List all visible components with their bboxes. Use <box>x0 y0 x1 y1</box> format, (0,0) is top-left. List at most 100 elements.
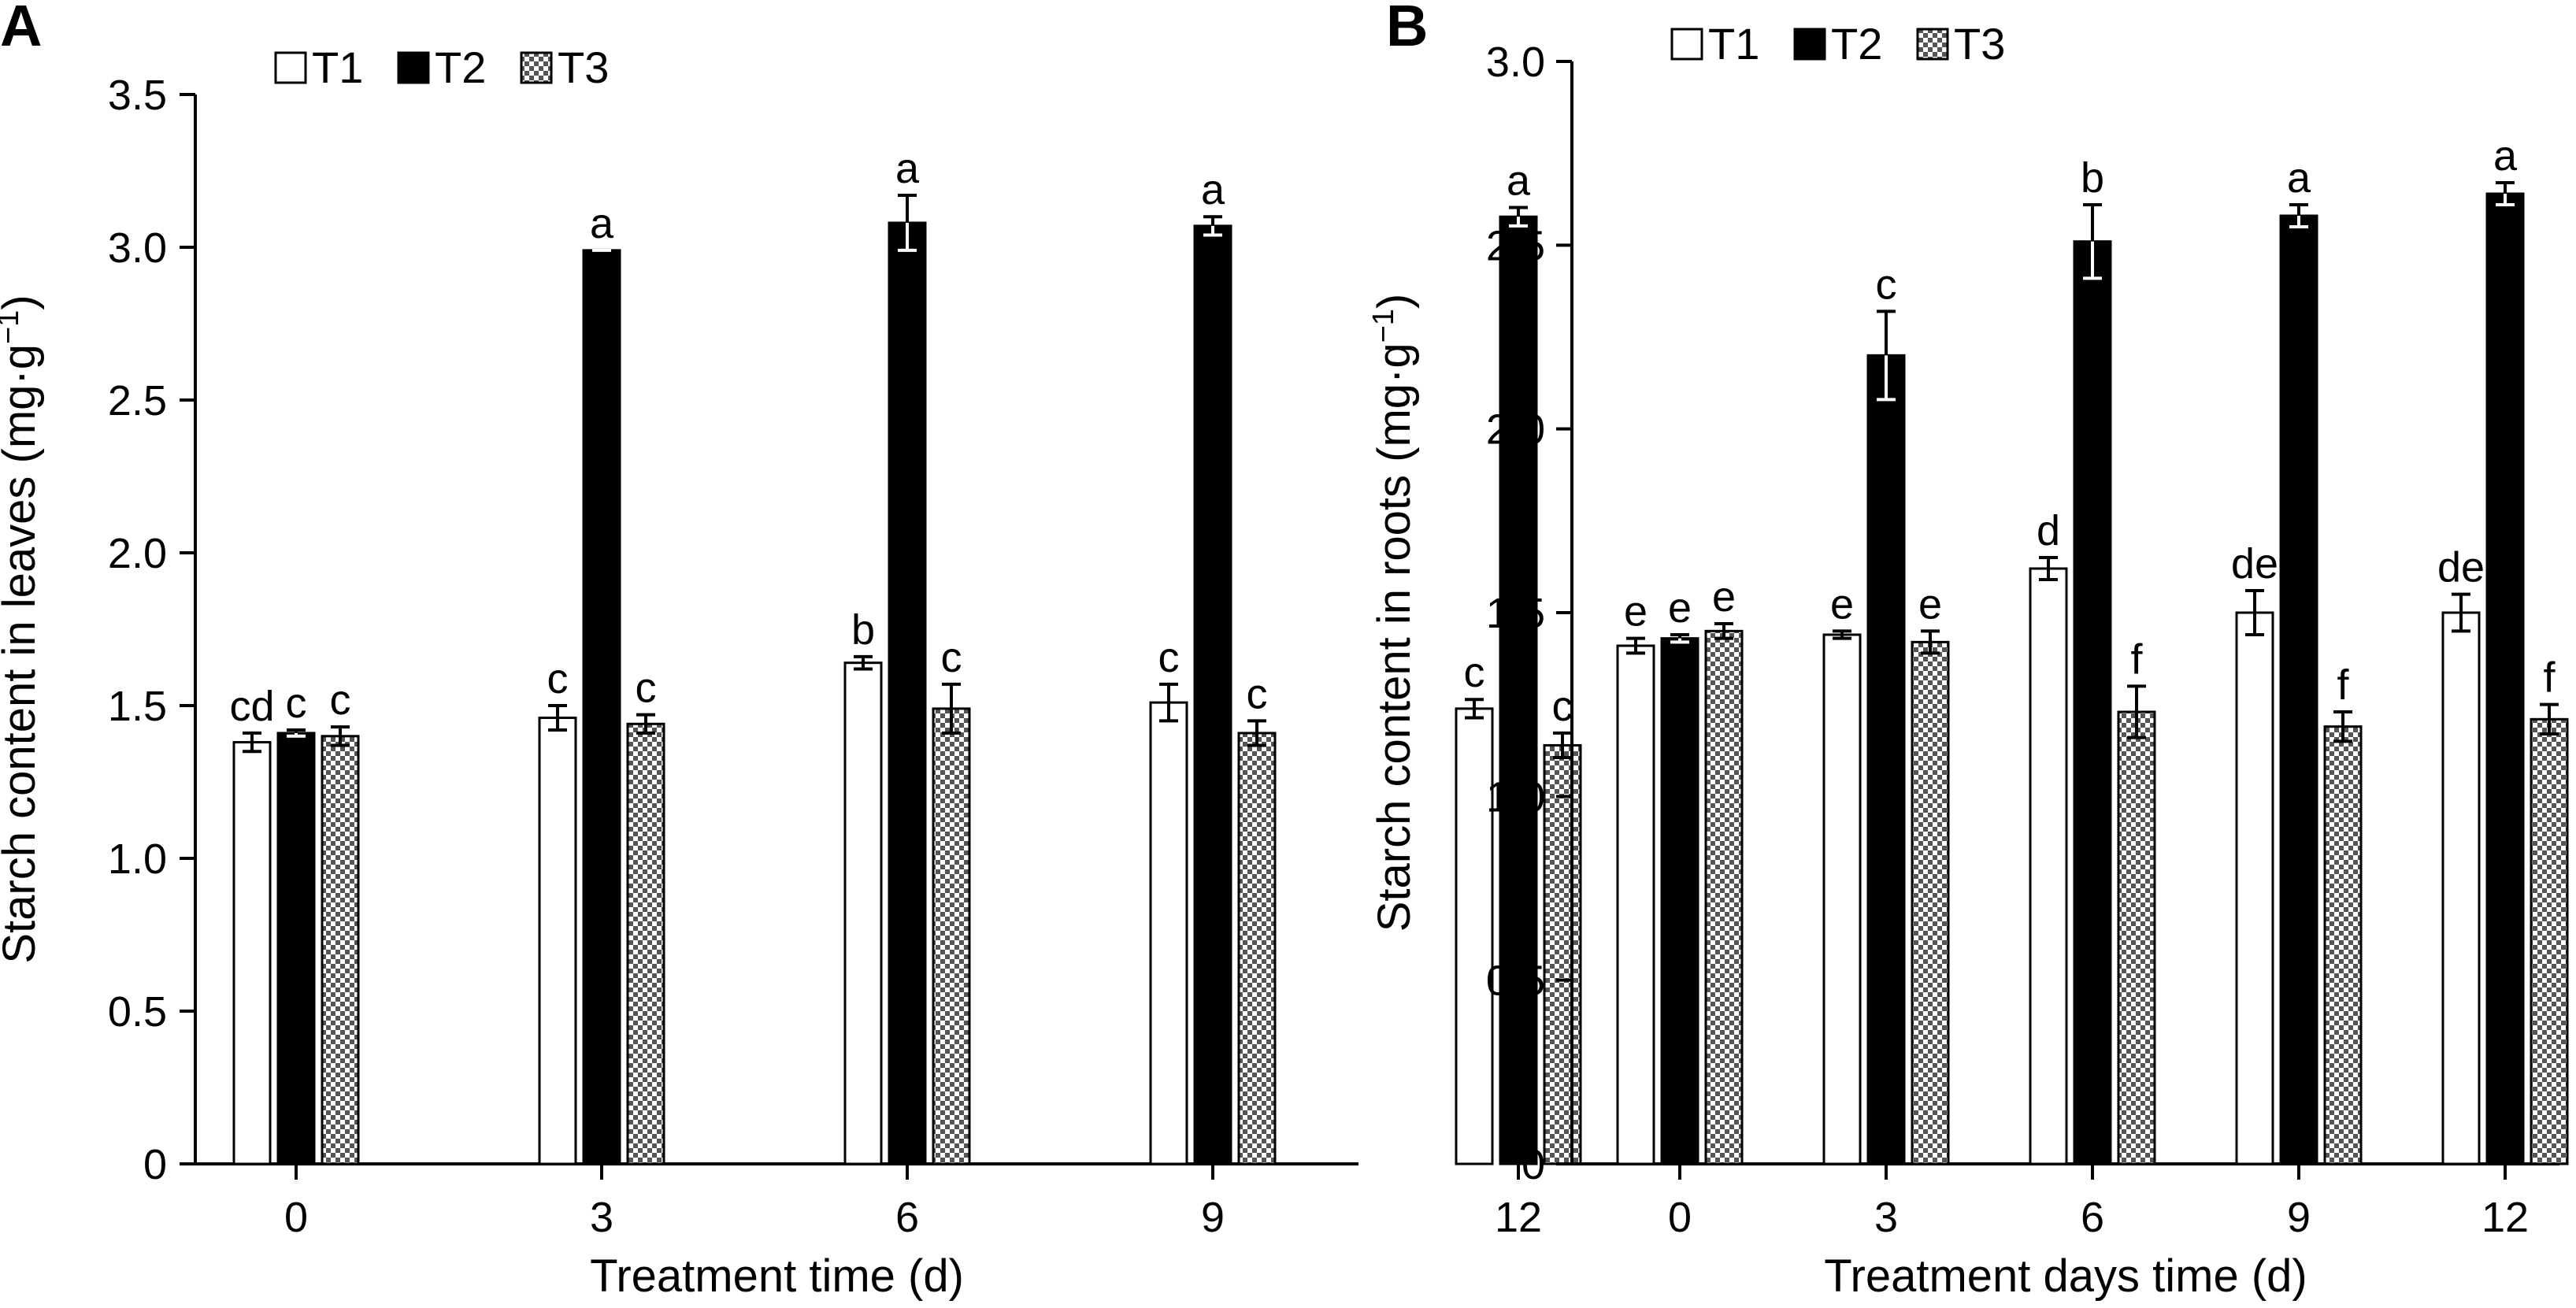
significance-label: e <box>1712 573 1736 621</box>
y-axis-title: Starch content in roots (mg·g−1) <box>1367 294 1420 932</box>
significance-label: c <box>636 665 657 712</box>
legend-swatch-t1 <box>274 51 307 84</box>
legend-label-t3: T3 <box>558 43 609 92</box>
legend-label-t1: T1 <box>312 43 363 92</box>
significance-label: de <box>2231 540 2278 587</box>
x-tick-label: 9 <box>2287 1194 2311 1241</box>
significance-label: c <box>1464 649 1485 696</box>
bar-t1 <box>1616 644 1655 1165</box>
y-axis-title-superscript: −1 <box>0 310 25 344</box>
y-axis-title-close: ) <box>1369 294 1420 309</box>
significance-label: d <box>2037 507 2060 554</box>
significance-label: a <box>2493 132 2518 180</box>
legend-swatch-t2 <box>1793 28 1826 61</box>
bar-t2 <box>2485 192 2525 1165</box>
significance-label: a <box>1507 157 1531 205</box>
bar-t1 <box>232 741 272 1165</box>
x-axis-title: Treatment time (d) <box>590 1251 964 1302</box>
x-tick-label: 6 <box>895 1194 919 1241</box>
significance-label: a <box>590 200 614 247</box>
x-tick-label: 0 <box>1668 1194 1692 1241</box>
y-axis-title-close: ) <box>0 295 45 309</box>
bar-t2 <box>1193 224 1232 1165</box>
bar-t2 <box>1499 215 1538 1165</box>
bar-t2 <box>2073 240 2112 1165</box>
bar-t3 <box>2117 710 2156 1165</box>
bar-t3 <box>321 735 360 1165</box>
bar-t2 <box>888 221 927 1165</box>
panel-b-letter: B <box>1386 0 1428 58</box>
significance-label: f <box>2130 635 2143 683</box>
significance-label: a <box>895 145 920 192</box>
x-tick-label: 0 <box>284 1194 308 1241</box>
significance-label: e <box>1830 580 1854 628</box>
y-tick-label: 1.0 <box>1486 773 1545 821</box>
bar-t1 <box>538 717 577 1165</box>
significance-label: c <box>1247 670 1268 717</box>
bar-t2 <box>582 249 621 1165</box>
y-tick-label: 2.5 <box>108 377 167 424</box>
x-tick-label: 12 <box>1495 1194 1542 1241</box>
significance-label: f <box>2543 654 2556 702</box>
significance-label: f <box>2337 661 2349 709</box>
x-axis-title: Treatment days time (d) <box>1824 1251 2307 1302</box>
bar-t1 <box>843 661 883 1165</box>
significance-label: c <box>547 655 569 702</box>
legend-label-t1: T1 <box>1708 19 1759 69</box>
y-axis-title-superscript: −1 <box>1367 309 1400 343</box>
significance-label: de <box>2437 544 2485 591</box>
bar-t1 <box>1822 633 1862 1165</box>
significance-label: c <box>330 676 351 724</box>
bar-t2 <box>1866 354 1906 1165</box>
y-tick-label: 2.0 <box>1486 406 1545 454</box>
panel-a-letter: A <box>0 0 42 58</box>
bar-t3 <box>2530 717 2569 1165</box>
legend-label-t2: T2 <box>435 43 486 92</box>
y-tick-label: 1.5 <box>108 683 167 730</box>
significance-label: e <box>1918 580 1942 628</box>
significance-label: b <box>2081 154 2104 202</box>
bar-t2 <box>2279 214 2318 1165</box>
y-tick-label: 3.0 <box>108 224 167 272</box>
y-tick-label: 2.0 <box>108 530 167 577</box>
significance-label: a <box>2287 154 2311 202</box>
legend-label-t3: T3 <box>1954 19 2005 69</box>
legend-swatch-t2 <box>397 51 430 84</box>
y-tick-label: 0 <box>143 1141 167 1188</box>
legend: T1 T2 T3 <box>1670 19 2005 69</box>
x-tick-label: 9 <box>1201 1194 1225 1241</box>
significance-label: cd <box>229 683 274 730</box>
y-tick-label: 1.0 <box>108 836 167 883</box>
legend: T1 T2 T3 <box>274 43 609 92</box>
bar-t3 <box>932 707 971 1165</box>
y-tick-label: 1.5 <box>1486 590 1545 637</box>
legend-swatch-t1 <box>1670 28 1703 61</box>
x-tick-label: 3 <box>1874 1194 1898 1241</box>
x-tick-label: 3 <box>590 1194 613 1241</box>
bar-t1 <box>2029 567 2068 1165</box>
y-tick-label: 3.0 <box>1486 39 1545 86</box>
bar-t1 <box>1149 701 1188 1165</box>
bar-t3 <box>1911 640 1950 1165</box>
significance-label: c <box>1876 261 1897 308</box>
significance-label: e <box>1668 584 1692 632</box>
bar-t1 <box>2441 611 2481 1165</box>
x-tick-label: 6 <box>2081 1194 2104 1241</box>
y-tick-label: 3.5 <box>108 72 167 119</box>
significance-label: e <box>1624 588 1648 635</box>
y-tick-label: 0.5 <box>1486 958 1545 1005</box>
x-tick-label: 12 <box>2481 1194 2529 1241</box>
bar-t2 <box>276 732 316 1165</box>
legend-swatch-t3 <box>1916 28 1949 61</box>
bar-t1 <box>2235 611 2274 1165</box>
bar-t3 <box>626 722 665 1165</box>
bar-t3 <box>1237 732 1277 1165</box>
bar-t3 <box>1543 743 1582 1165</box>
significance-label: c <box>1158 634 1180 681</box>
legend-swatch-t3 <box>520 51 553 84</box>
bar-t2 <box>1660 637 1699 1165</box>
y-tick-label: 2.5 <box>1486 222 1545 269</box>
